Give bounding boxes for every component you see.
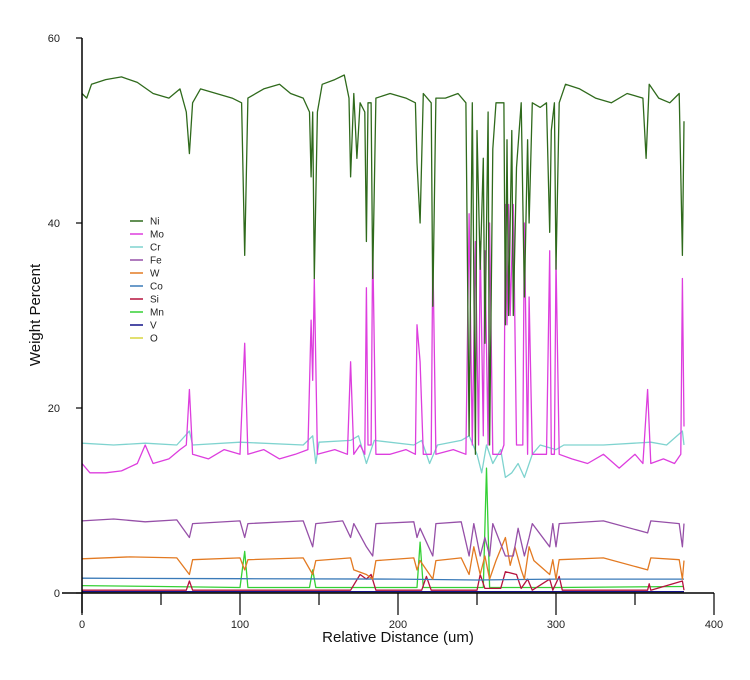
axes: 0 20 40 60 0 100 200 300 400 [48, 33, 723, 631]
legend-label-cr: Cr [150, 243, 161, 254]
series-line-ni [81, 74, 685, 455]
y-tick-label: 0 [54, 588, 60, 600]
series-line-si [82, 571, 685, 591]
legend-label-co: Co [150, 282, 163, 293]
legend-label-v: V [150, 321, 157, 332]
x-axis-label: Relative Distance (um) [322, 629, 474, 646]
y-tick-label: 40 [48, 218, 60, 230]
legend-label-fe: Fe [150, 256, 162, 267]
series-line-fe [81, 518, 685, 557]
legend: Ni Mo Cr Fe W Co Si Mn VO [130, 217, 164, 345]
x-tick-label: 300 [547, 619, 565, 631]
y-axis-label: Weight Percent [27, 263, 44, 366]
legend-label-si: Si [150, 295, 159, 306]
x-tick-label: 100 [231, 619, 249, 631]
series-line-mn [81, 467, 685, 589]
y-tick-label: 20 [48, 403, 60, 415]
x-tick-label: 400 [705, 619, 723, 631]
series-line-mo [81, 203, 685, 474]
x-tick-label: 0 [79, 619, 85, 631]
legend-label-mn: Mn [150, 308, 164, 319]
legend-label-o: O [150, 334, 158, 345]
legend-label-w: W [150, 269, 160, 280]
y-tick-label: 60 [48, 33, 60, 45]
x-tick-label: 200 [389, 619, 407, 631]
legend-label-mo: Mo [150, 230, 164, 241]
series-line-co [81, 577, 684, 581]
series-lines [81, 74, 685, 594]
legend-label-ni: Ni [150, 217, 159, 228]
series-line-w [81, 536, 685, 580]
